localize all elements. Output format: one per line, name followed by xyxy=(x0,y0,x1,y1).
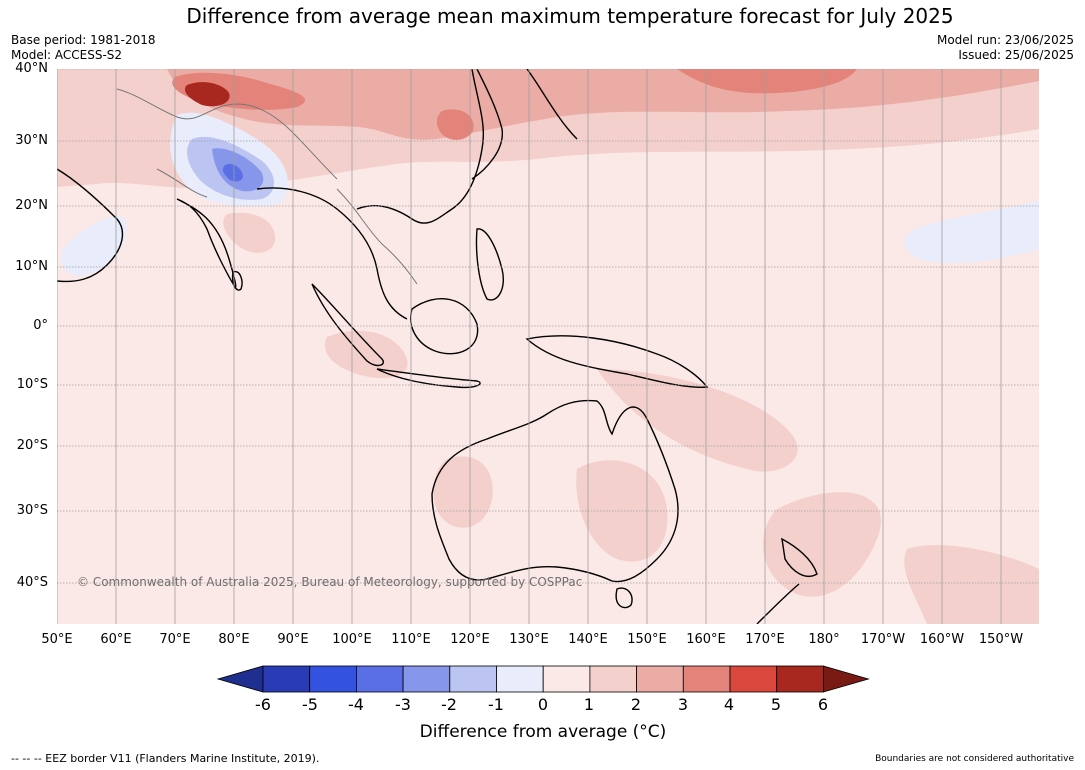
coastline-se-asia xyxy=(256,69,485,320)
lat-label: 10°S xyxy=(16,377,48,392)
colorbar-swatch xyxy=(355,665,404,693)
coastline-sumatra xyxy=(311,283,384,367)
coastline-tasmania xyxy=(615,587,633,609)
colorbar-swatch xyxy=(729,665,778,693)
colorbar-extend-low xyxy=(216,665,264,693)
colorbar-tick: -6 xyxy=(255,695,271,714)
coastline-new-zealand xyxy=(756,537,818,624)
colorbar-tick: 2 xyxy=(630,695,642,714)
coastline-australia xyxy=(431,399,679,583)
lon-label: 60°E xyxy=(100,632,132,647)
eez-legend: -- -- -- EEZ border V11 (Flanders Marine… xyxy=(11,752,320,765)
colorbar-swatch xyxy=(682,665,731,693)
lon-label: 70°E xyxy=(159,632,191,647)
lon-label: 150°E xyxy=(627,632,667,647)
colorbar-extend-high xyxy=(823,665,870,693)
lon-label: 80°E xyxy=(218,632,250,647)
lat-label: 20°N xyxy=(15,198,48,213)
lon-label: 170°W xyxy=(860,632,906,647)
graticule xyxy=(57,69,1039,624)
colorbar-swatch xyxy=(542,665,591,693)
forecast-map xyxy=(57,69,1039,624)
lat-label: 20°S xyxy=(16,438,48,453)
colorbar-tick: -5 xyxy=(302,695,318,714)
lon-label: 100°E xyxy=(332,632,372,647)
lon-label: 130°E xyxy=(509,632,549,647)
colorbar-swatch xyxy=(309,665,357,693)
anomaly-region-pacific-cool xyxy=(904,201,1039,264)
lat-label: 30°N xyxy=(15,133,48,148)
lon-label: 180° xyxy=(808,632,840,647)
colorbar-swatch xyxy=(589,665,637,693)
coastline-borneo xyxy=(410,298,479,355)
meridians xyxy=(57,69,1002,624)
colorbar-tick: -1 xyxy=(488,695,504,714)
base-period: Base period: 1981-2018 xyxy=(11,33,156,47)
lat-label: 40°S xyxy=(16,575,48,590)
colorbar-tick: 0 xyxy=(537,695,549,714)
lon-label: 120°E xyxy=(450,632,490,647)
colorbar-swatch xyxy=(262,665,311,693)
lon-label: 110°E xyxy=(391,632,431,647)
lat-label: 10°N xyxy=(15,259,48,274)
lat-label: 30°S xyxy=(16,503,48,518)
lon-label: 160°W xyxy=(919,632,965,647)
anomaly-region-east-asia xyxy=(677,69,857,94)
colorbar-tick: 3 xyxy=(677,695,689,714)
anomaly-region-south-pacific xyxy=(763,492,881,597)
lon-label: 140°E xyxy=(568,632,608,647)
meta-left: Base period: 1981-2018 Model: ACCESS-S2 xyxy=(11,33,156,63)
colorbar-tick: 4 xyxy=(723,695,735,714)
anomaly-region-bay xyxy=(223,212,276,253)
coastline-arabia xyxy=(57,168,124,283)
colorbar-swatch xyxy=(636,665,684,693)
colorbar-tick: 5 xyxy=(770,695,782,714)
lat-label: 40°N xyxy=(15,61,48,76)
lat-label: 0° xyxy=(33,318,48,333)
lon-label: 150°W xyxy=(978,632,1024,647)
colorbar-swatch xyxy=(776,665,824,693)
coastline-philippines xyxy=(475,228,504,301)
colorbar-tick: 1 xyxy=(583,695,595,714)
lon-label: 160°E xyxy=(686,632,726,647)
colorbar-tick: 6 xyxy=(817,695,829,714)
lon-label: 50°E xyxy=(41,632,73,647)
anomaly-region-china xyxy=(436,109,474,140)
anomaly-region-southeast xyxy=(904,545,1039,624)
anomaly-region-india-core xyxy=(222,163,243,182)
issued-date: Issued: 25/06/2025 xyxy=(958,48,1074,62)
coastlines xyxy=(57,69,818,624)
colorbar-swatch xyxy=(496,665,544,693)
colorbar-tick: -3 xyxy=(395,695,411,714)
colorbar-tick: -2 xyxy=(441,695,457,714)
coastline-east-asia xyxy=(471,69,578,180)
lon-label: 90°E xyxy=(277,632,309,647)
boundary-disclaimer: Boundaries are not considered authoritat… xyxy=(875,754,1074,764)
coastline-new-guinea xyxy=(525,335,709,389)
coastline-sri-lanka xyxy=(231,270,243,291)
colorbar-tick: -4 xyxy=(348,695,364,714)
lon-label: 170°E xyxy=(745,632,785,647)
colorbar-swatches xyxy=(216,665,870,693)
colorbar-title: Difference from average (°C) xyxy=(419,722,667,742)
colorbar xyxy=(216,665,870,693)
anomaly-region-australia-interior xyxy=(433,456,493,528)
page-title: Difference from average mean maximum tem… xyxy=(186,4,954,28)
colorbar-swatch xyxy=(402,665,451,693)
meta-right: Model run: 23/06/2025 Issued: 25/06/2025 xyxy=(937,33,1074,63)
colorbar-swatch xyxy=(449,665,497,693)
model-run: Model run: 23/06/2025 xyxy=(936,33,1074,47)
copyright-notice: © Commonwealth of Australia 2025, Bureau… xyxy=(77,575,583,589)
model-name: Model: ACCESS-S2 xyxy=(11,48,123,62)
anomaly-region-indonesia xyxy=(324,330,408,379)
anomaly-region-tibet-core xyxy=(184,82,230,107)
